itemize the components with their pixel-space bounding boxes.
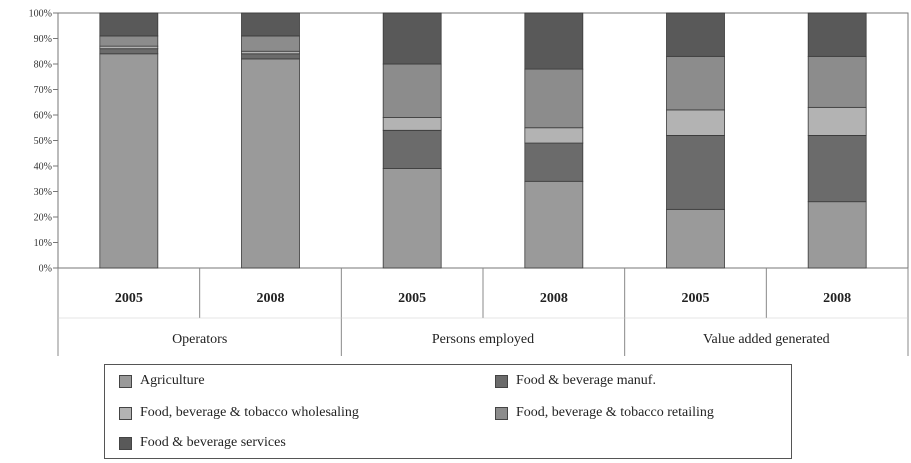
x-category-label: 2005 (682, 291, 710, 306)
legend-swatch (119, 374, 132, 388)
bar-segment (241, 12, 300, 37)
stacked-bar-chart: 0%10%20%30%40%50%60%70%80%90%100% 2005 20… (29, 9, 909, 356)
legend-label: Food, beverage & tobacco retailing (516, 405, 714, 420)
bar-segment (524, 12, 584, 70)
legend-label: Food, beverage & tobacco wholesaling (140, 405, 359, 420)
bar-segment (241, 58, 300, 269)
x-category-label: 2005 (115, 291, 143, 306)
y-tick-label: 70% (34, 85, 52, 96)
legend-label: Agriculture (140, 373, 205, 388)
y-tick-label: 30% (34, 187, 52, 198)
y-tick-label: 0% (39, 264, 52, 275)
bar-segment (666, 134, 725, 210)
bar-segment (807, 12, 867, 57)
bar-segment (666, 208, 725, 269)
legend-label: Food & beverage services (140, 435, 286, 450)
x-category-label: 2008 (257, 291, 285, 306)
y-tick-label: 40% (34, 162, 52, 173)
legend-item-food-beverage-manuf: Food & beverage manuf. (495, 373, 656, 389)
bar-segment (382, 168, 442, 269)
bar-segment (524, 68, 584, 129)
x-group-label: Value added generated (703, 332, 830, 347)
bar-segment (99, 12, 159, 37)
y-tick-label: 60% (34, 111, 52, 122)
y-tick-label: 10% (34, 238, 52, 249)
x-category-label: 2008 (540, 291, 568, 306)
bar-segment (807, 134, 867, 203)
bar-segment (241, 53, 300, 60)
bar-segment (524, 180, 584, 269)
bar-segment (241, 35, 300, 52)
legend-item-services: Food & beverage services (119, 435, 286, 451)
chart-legend: Agriculture Food & beverage manuf. Food,… (104, 364, 792, 459)
bar-segment (382, 12, 442, 65)
legend-swatch (119, 406, 132, 420)
y-tick-label: 50% (34, 136, 52, 147)
bar-segment (524, 127, 584, 144)
y-tick-label: 100% (29, 9, 52, 20)
bar-segment (666, 109, 725, 136)
legend-swatch (119, 436, 132, 450)
bar-segment (382, 129, 442, 169)
bar-segment (666, 55, 725, 111)
bar-stacks (99, 12, 867, 269)
legend-item-retailing: Food, beverage & tobacco retailing (495, 405, 714, 421)
bar-segment (99, 35, 159, 47)
plot-frame (57, 12, 909, 269)
x-category-label: 2005 (398, 291, 426, 306)
bar-segment (524, 142, 584, 182)
bar-segment (99, 53, 159, 269)
x-axis-table: 2005 2008 2005 2008 2005 2008 Operators Persons… (57, 268, 909, 356)
bar-segment (666, 12, 725, 57)
legend-swatch (495, 406, 508, 420)
bar-segment (382, 63, 442, 118)
bar-segment (807, 201, 867, 269)
legend-label: Food & beverage manuf. (516, 373, 656, 388)
bar-segment (807, 106, 867, 136)
bar-segment (807, 55, 867, 108)
y-tick-label: 90% (34, 34, 52, 45)
y-tick-label: 80% (34, 60, 52, 71)
legend-swatch (495, 374, 508, 388)
x-group-label: Operators (172, 332, 227, 347)
bar-segment (99, 48, 159, 55)
y-tick-label: 20% (34, 213, 52, 224)
y-axis: 0% 10% 20% 30% 40% 50% 60% 70% 80% 90% 100% (29, 9, 909, 275)
x-group-label: Persons employed (432, 332, 534, 347)
legend-item-wholesaling: Food, beverage & tobacco wholesaling (119, 405, 359, 421)
x-category-label: 2008 (823, 291, 851, 306)
bar-segment (382, 117, 442, 131)
legend-item-agriculture: Agriculture (119, 373, 205, 389)
